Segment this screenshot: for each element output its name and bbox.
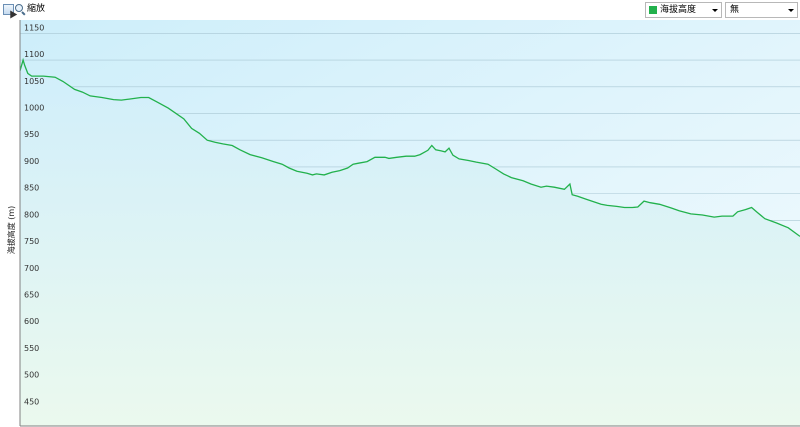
- elevation-line[interactable]: [19, 57, 800, 237]
- series-select[interactable]: 海拔高度: [645, 2, 722, 18]
- y-tick-label: 1150: [24, 23, 44, 32]
- zoom-button-label[interactable]: 縮放: [27, 4, 46, 14]
- y-tick-label: 650: [24, 290, 39, 299]
- y-tick-label: 900: [24, 157, 39, 166]
- y-tick-label: 600: [24, 317, 39, 326]
- elevation-area: [20, 60, 800, 426]
- y-tick-labels: 450 500 550 600 650 700 750 800 850 900 950 1000 105…: [24, 23, 44, 406]
- y-tick-label: 700: [24, 264, 39, 273]
- y-tick-label: 1100: [24, 50, 44, 59]
- elevation-chart[interactable]: 450 500 550 600 650 700 750 800 850 900 950 1000 105…: [0, 20, 800, 427]
- chart-toolbar: 縮放 海拔高度 無: [0, 0, 800, 20]
- y-tick-label: 850: [24, 184, 39, 193]
- y-tick-label: 950: [24, 130, 39, 139]
- chevron-down-icon: [788, 9, 794, 12]
- series-color-swatch: [649, 6, 657, 14]
- compare-select-value: 無: [730, 5, 740, 15]
- pointer-select-icon[interactable]: [3, 4, 14, 15]
- y-tick-label: 1000: [24, 103, 44, 112]
- y-tick-label: 550: [24, 344, 39, 353]
- y-tick-label: 1050: [24, 77, 44, 86]
- y-tick-label: 800: [24, 210, 39, 219]
- compare-select[interactable]: 無: [725, 2, 798, 18]
- series-select-value: 海拔高度: [660, 5, 697, 15]
- y-tick-label: 500: [24, 371, 39, 380]
- magnifier-icon[interactable]: [15, 4, 26, 15]
- y-tick-label: 450: [24, 397, 39, 406]
- y-axis-label: 海拔高度 (m): [6, 206, 16, 255]
- chevron-down-icon: [712, 9, 718, 12]
- y-tick-label: 750: [24, 237, 39, 246]
